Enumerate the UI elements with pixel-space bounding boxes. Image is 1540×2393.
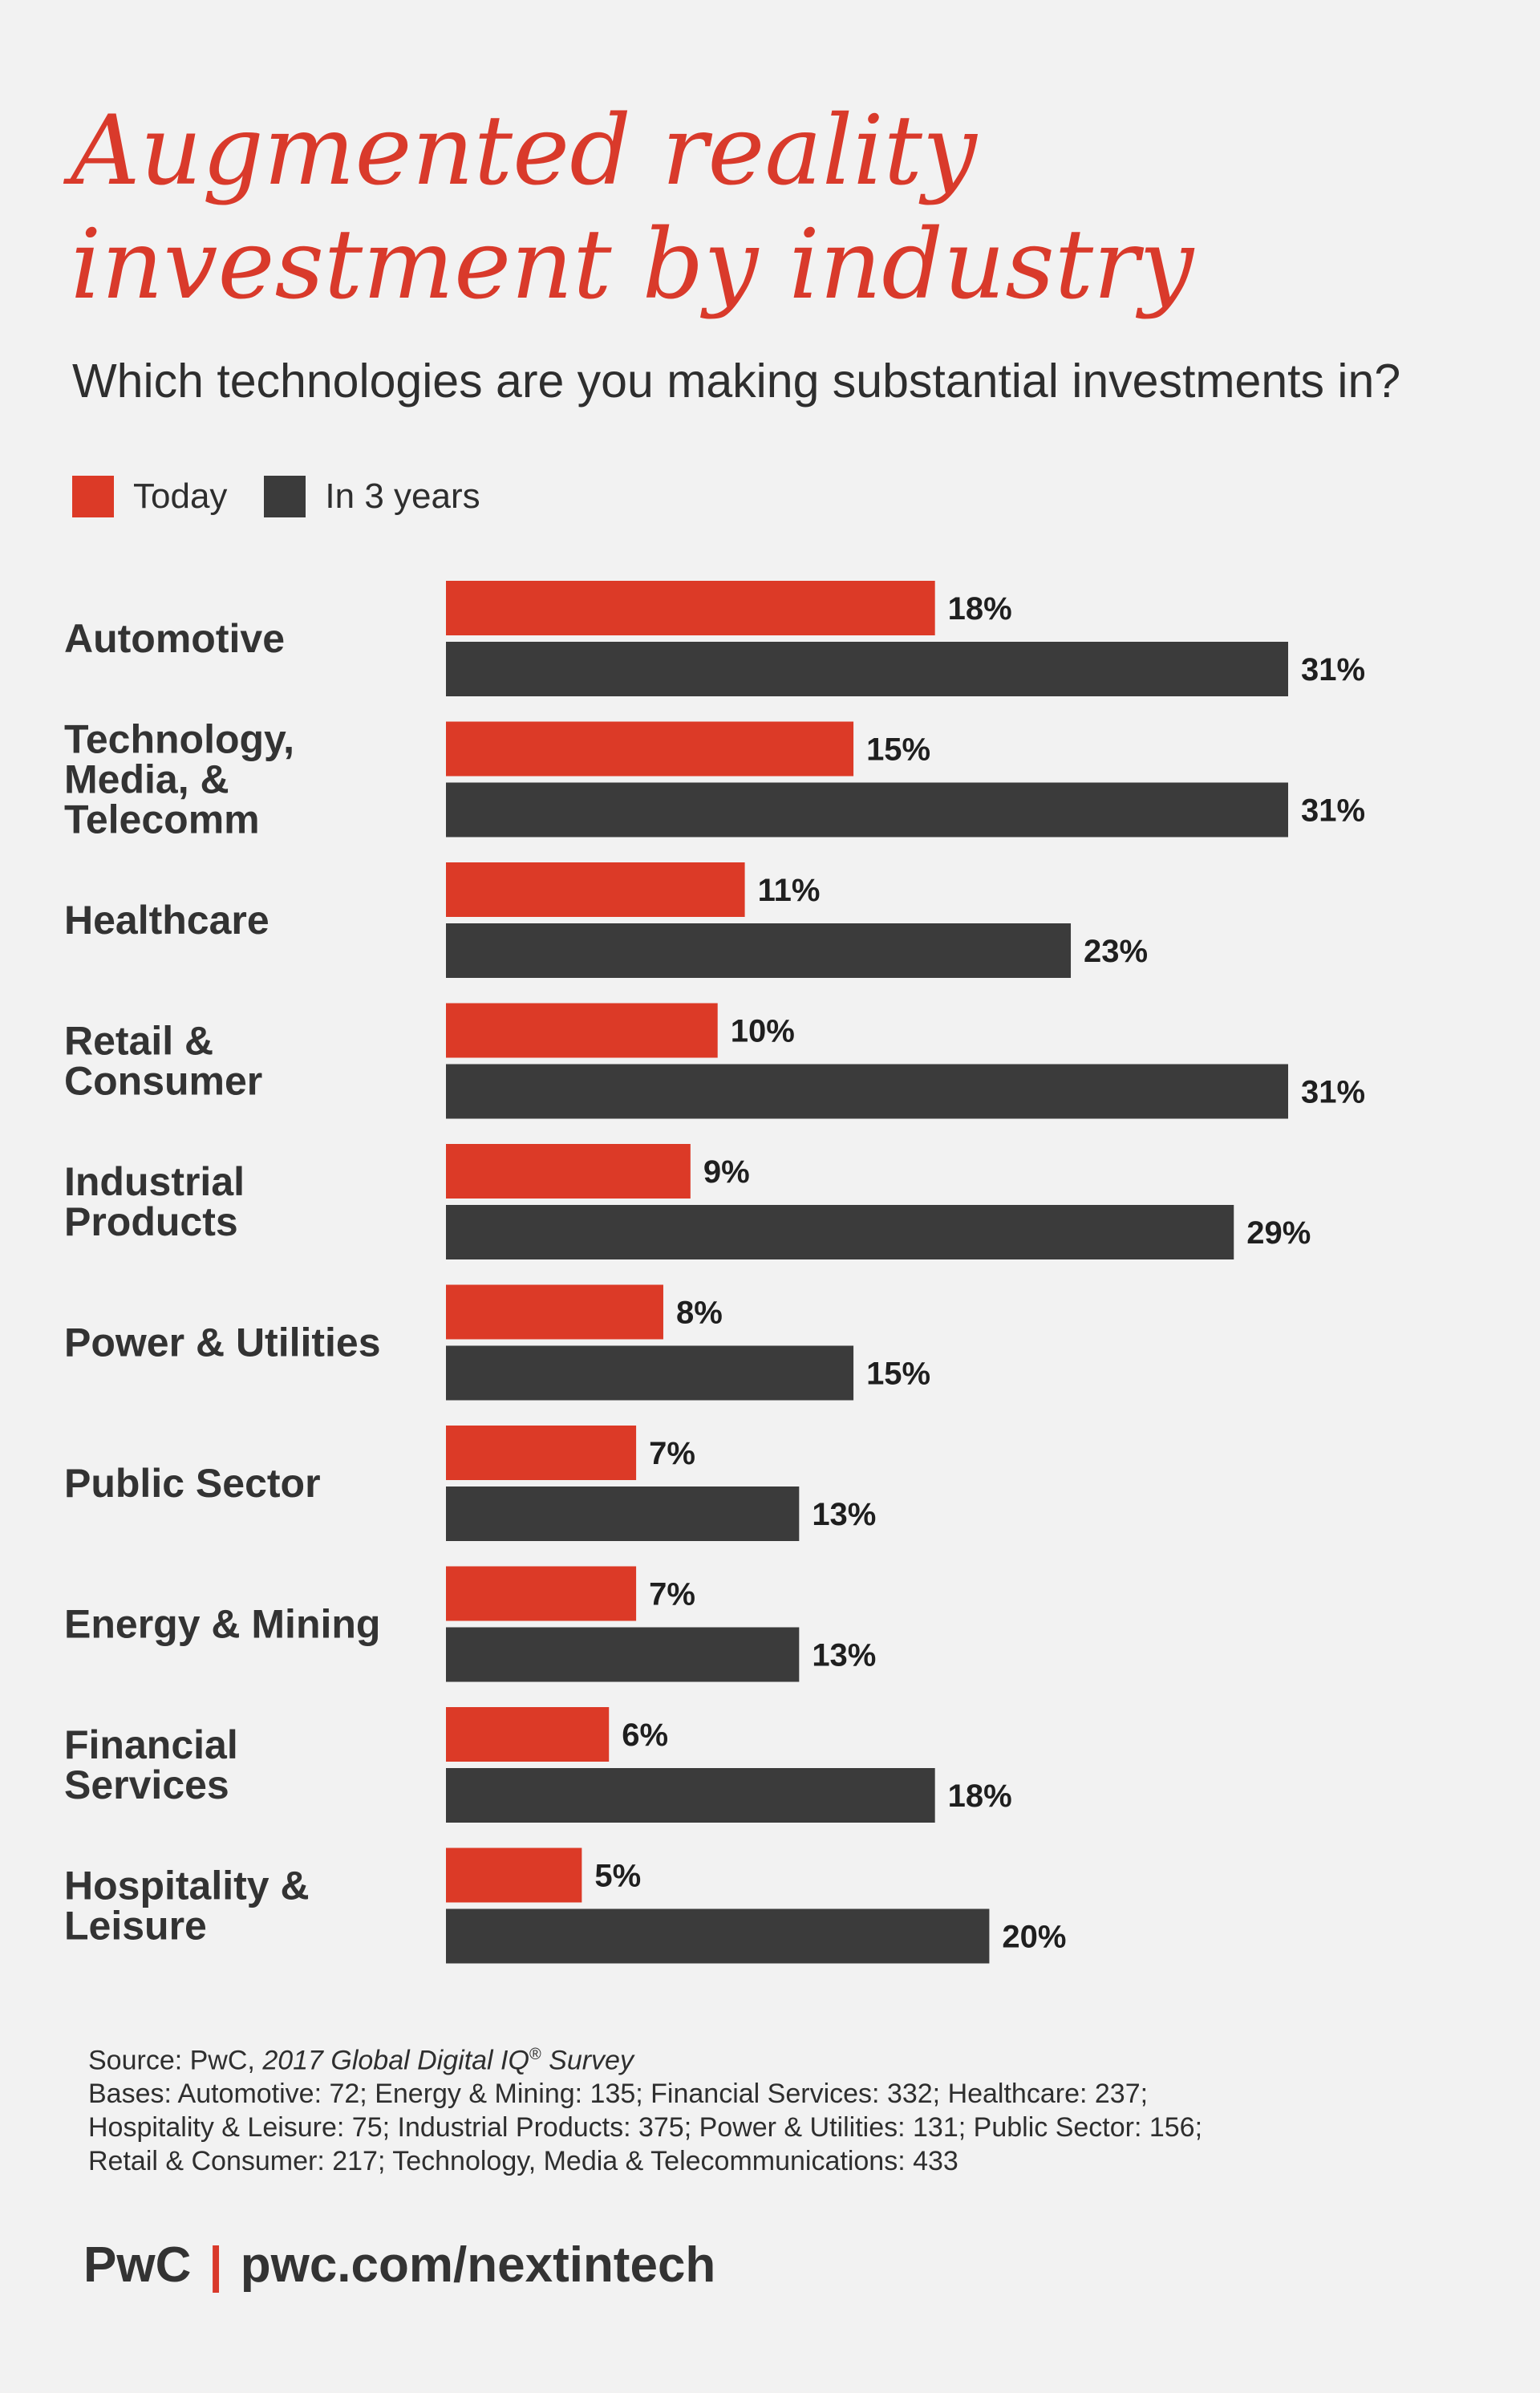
category-label: Services xyxy=(64,1762,229,1807)
source-registered-mark: ® xyxy=(529,2046,541,2063)
bar-today xyxy=(446,1707,610,1762)
category-label: Financial xyxy=(64,1722,238,1767)
chart-subtitle: Which technologies are you making substa… xyxy=(72,355,1401,408)
category-label: Public Sector xyxy=(64,1461,321,1506)
data-label-in-3-years: 31% xyxy=(1301,793,1365,829)
bar-in-3-years xyxy=(446,642,1288,696)
category-label: Technology, xyxy=(64,717,294,762)
category-label: Products xyxy=(64,1199,238,1244)
data-label-today: 15% xyxy=(866,732,930,768)
bar-in-3-years xyxy=(446,923,1072,978)
footer-link[interactable]: pwc.com/nextintech xyxy=(240,2237,716,2293)
bases-line-2: Hospitality & Leisure: 75; Industrial Pr… xyxy=(88,2112,1203,2144)
bar-in-3-years xyxy=(446,1627,800,1682)
data-label-today: 9% xyxy=(703,1154,750,1190)
chart-title: Augmented reality investment by industry xyxy=(71,95,1194,322)
data-label-in-3-years: 29% xyxy=(1246,1215,1311,1251)
bar-in-3-years xyxy=(446,1486,800,1541)
source-suffix: Survey xyxy=(541,2045,634,2076)
footer: PwC | pwc.com/nextintech xyxy=(83,2237,715,2294)
category-label: Media, & xyxy=(64,757,229,802)
legend-label-today: Today xyxy=(133,477,228,516)
data-label-today: 18% xyxy=(948,591,1012,627)
bar-today xyxy=(446,1284,663,1340)
bar-in-3-years xyxy=(446,1768,935,1823)
data-label-in-3-years: 23% xyxy=(1084,934,1148,969)
data-label-today: 7% xyxy=(649,1577,695,1612)
bar-today xyxy=(446,581,935,635)
source-survey-title: 2017 Global Digital IQ xyxy=(262,2045,529,2076)
category-label: Consumer xyxy=(64,1059,262,1104)
source-line: Source: PwC, 2017 Global Digital IQ® Sur… xyxy=(88,2038,1452,2077)
data-label-in-3-years: 13% xyxy=(812,1638,876,1673)
bar-today xyxy=(446,1003,718,1058)
data-label-in-3-years: 31% xyxy=(1301,1075,1365,1110)
source-prefix: Source: PwC, xyxy=(88,2045,263,2076)
data-label-today: 11% xyxy=(758,873,821,908)
category-label: Telecomm xyxy=(64,797,260,842)
category-label: Hospitality & xyxy=(64,1864,310,1908)
legend-label-in-3-years: In 3 years xyxy=(325,477,480,516)
bar-today xyxy=(446,1426,637,1480)
bases-line-1: Bases: Automotive: 72; Energy & Mining: … xyxy=(88,2079,1149,2110)
legend-item-today: Today xyxy=(72,476,227,517)
footer-separator: | xyxy=(209,2237,223,2293)
data-label-today: 5% xyxy=(594,1859,641,1894)
category-label: Healthcare xyxy=(64,898,270,943)
category-label: Industrial xyxy=(64,1159,245,1204)
legend-item-in-3-years: In 3 years xyxy=(264,476,480,517)
data-label-today: 10% xyxy=(731,1014,795,1049)
bar-in-3-years xyxy=(446,1908,990,1964)
data-label-in-3-years: 13% xyxy=(812,1497,876,1532)
legend: Today In 3 years xyxy=(72,473,517,520)
bar-today xyxy=(446,1566,637,1621)
title-line-1: Augmented reality xyxy=(71,95,977,207)
bar-today xyxy=(446,1144,691,1199)
data-label-in-3-years: 31% xyxy=(1301,652,1365,687)
bar-today xyxy=(446,862,745,917)
bar-today xyxy=(446,1847,582,1903)
bar-today xyxy=(446,721,854,777)
bar-in-3-years xyxy=(446,1205,1234,1259)
bar-in-3-years xyxy=(446,1064,1288,1119)
source-note: Source: PwC, 2017 Global Digital IQ® Sur… xyxy=(88,2038,1452,2178)
data-label-in-3-years: 18% xyxy=(948,1779,1012,1814)
bases-line-3: Retail & Consumer: 217; Technology, Medi… xyxy=(88,2146,958,2177)
data-label-in-3-years: 15% xyxy=(866,1357,930,1392)
pwc-logo-text: PwC xyxy=(83,2237,192,2293)
category-label: Retail & xyxy=(64,1019,213,1064)
data-label-today: 7% xyxy=(649,1436,695,1471)
category-label: Energy & Mining xyxy=(64,1602,380,1647)
data-label-today: 8% xyxy=(676,1296,723,1331)
bar-in-3-years xyxy=(446,782,1288,838)
legend-swatch-today xyxy=(72,476,114,517)
category-label: Automotive xyxy=(64,616,285,661)
bar-in-3-years xyxy=(446,1345,854,1401)
category-label: Power & Utilities xyxy=(64,1320,381,1365)
category-label: Leisure xyxy=(64,1904,207,1949)
data-label-today: 6% xyxy=(622,1718,668,1753)
legend-swatch-in-3-years xyxy=(264,476,306,517)
title-line-2: investment by industry xyxy=(71,209,1194,321)
data-label-in-3-years: 20% xyxy=(1002,1920,1066,1955)
